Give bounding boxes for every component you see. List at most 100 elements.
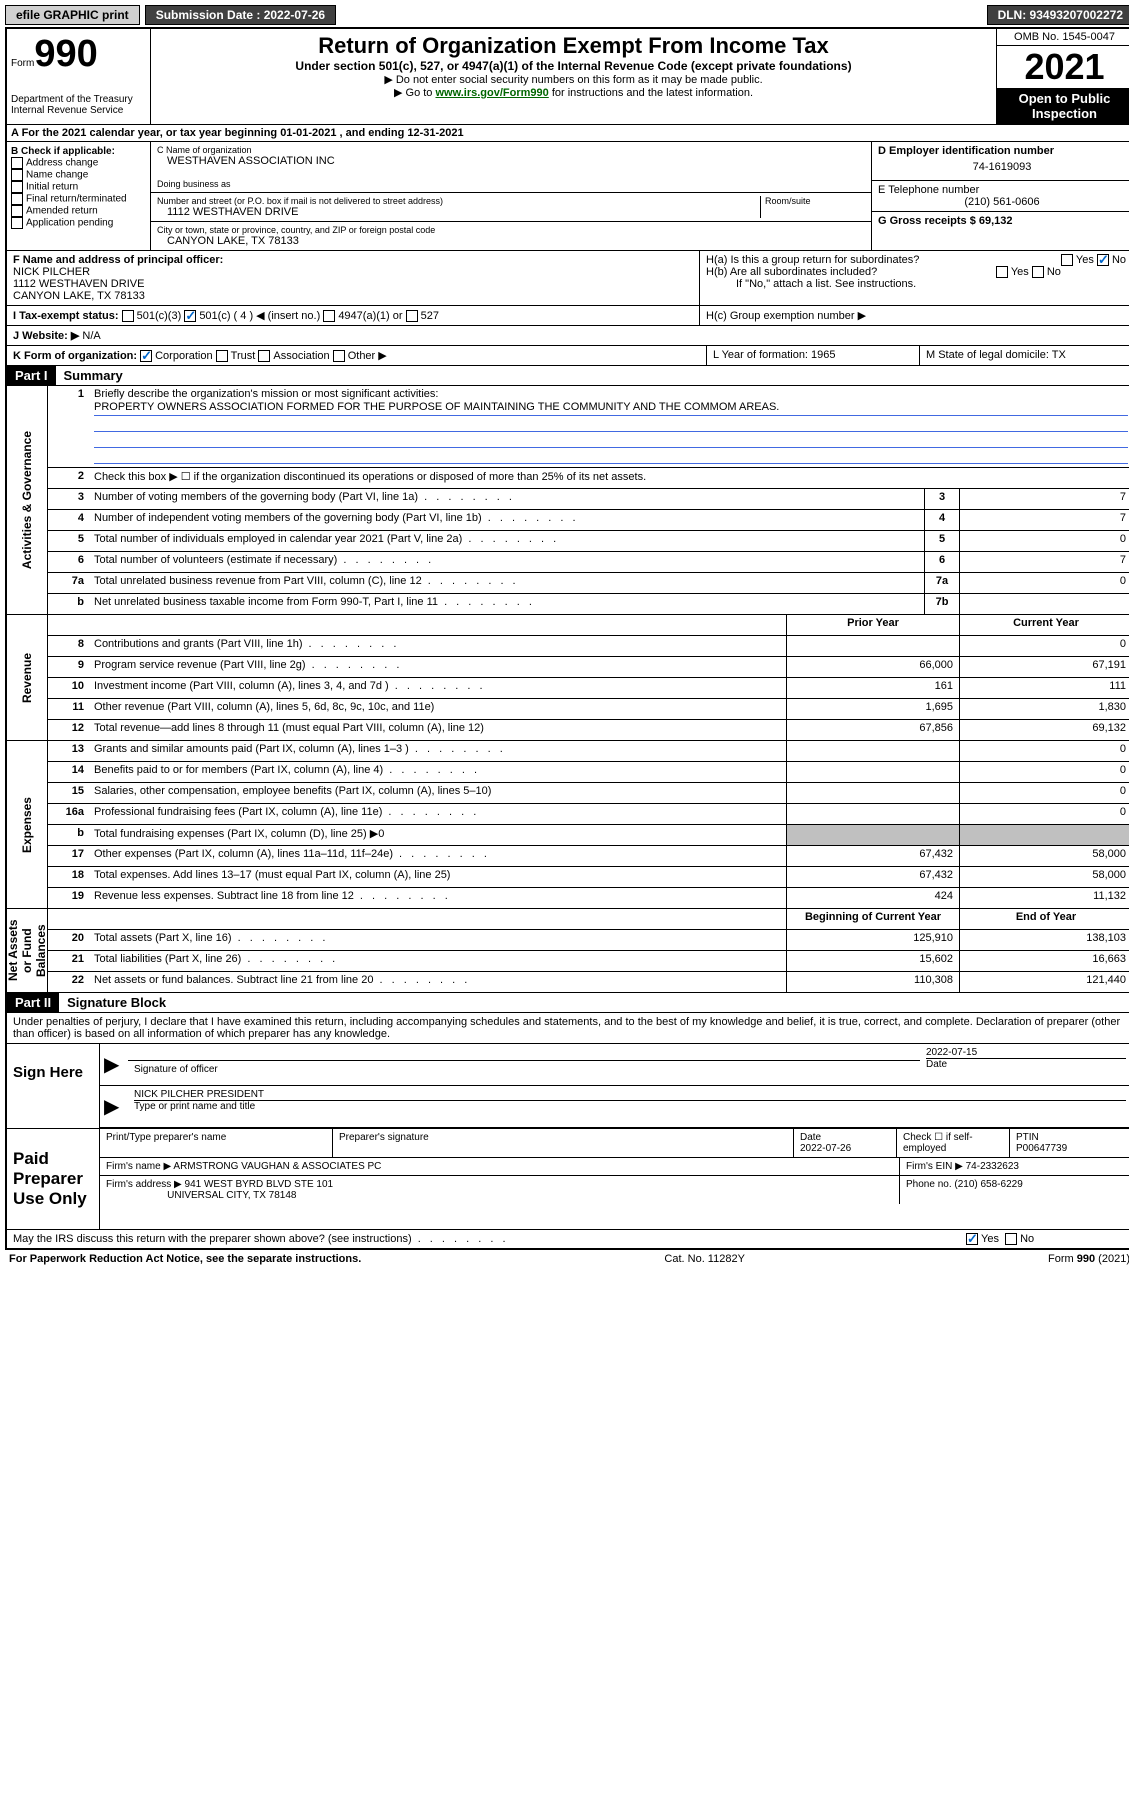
footer-right: Form 990 (2021) [1048, 1253, 1129, 1265]
note1: ▶ Do not enter social security numbers o… [155, 73, 992, 86]
v3: 7 [959, 489, 1129, 509]
header-row: Form990 Department of the Treasury Inter… [7, 29, 1129, 125]
row-ij: I Tax-exempt status: 501(c)(3) 501(c) ( … [7, 306, 1129, 326]
inspection: Open to PublicInspection [997, 88, 1129, 124]
v4: 7 [959, 510, 1129, 530]
row-a: A For the 2021 calendar year, or tax yea… [7, 125, 1129, 142]
ha-no[interactable] [1097, 254, 1109, 266]
cb-amended[interactable]: Amended return [11, 205, 146, 217]
cb-501c[interactable] [184, 310, 196, 322]
col-b: B Check if applicable: Address change Na… [7, 142, 151, 250]
firm-name: ARMSTRONG VAUGHAN & ASSOCIATES PC [173, 1161, 381, 1172]
row-l: L Year of formation: 1965 [707, 346, 920, 365]
note2: ▶ Go to www.irs.gov/Form990 for instruct… [155, 86, 992, 99]
row-k: K Form of organization: Corporation Trus… [7, 346, 707, 365]
section-bcd: B Check if applicable: Address change Na… [7, 142, 1129, 251]
cb-527[interactable] [406, 310, 418, 322]
ptin: P00647739 [1016, 1143, 1067, 1154]
sign-here-section: Sign Here ▶ Signature of officer 2022-07… [7, 1044, 1129, 1129]
city: CANYON LAKE, TX 78133 [157, 235, 865, 247]
irs-link[interactable]: www.irs.gov/Form990 [435, 87, 548, 99]
declaration: Under penalties of perjury, I declare th… [7, 1013, 1129, 1044]
cb-final[interactable]: Final return/terminated [11, 193, 146, 205]
firm-ein: 74-2332623 [966, 1161, 1019, 1172]
officer-print-name: NICK PILCHER PRESIDENT [134, 1089, 1126, 1100]
cb-corp[interactable] [140, 350, 152, 362]
b-title: B Check if applicable: [11, 146, 146, 157]
cb-trust[interactable] [216, 350, 228, 362]
row-j: J Website: ▶ N/A [7, 326, 1129, 346]
hb-no[interactable] [1032, 266, 1044, 278]
title: Return of Organization Exempt From Incom… [155, 33, 992, 59]
may-yes[interactable] [966, 1233, 978, 1245]
v6: 7 [959, 552, 1129, 572]
footer-mid: Cat. No. 11282Y [664, 1253, 745, 1265]
arrow-icon: ▶ [100, 1086, 128, 1127]
title-box: Return of Organization Exempt From Incom… [151, 29, 996, 124]
prep-date: 2022-07-26 [800, 1143, 851, 1154]
row-klm: K Form of organization: Corporation Trus… [7, 346, 1129, 366]
ha-yes[interactable] [1061, 254, 1073, 266]
part2-header: Part II Signature Block [7, 993, 1129, 1013]
side-rev: Revenue [18, 649, 36, 707]
hb: H(b) Are all subordinates included? Yes … [706, 266, 1126, 278]
col-h: H(a) Is this a group return for subordin… [700, 251, 1129, 305]
part1-header: Part I Summary [7, 366, 1129, 386]
expenses-section: Expenses 13Grants and similar amounts pa… [7, 741, 1129, 909]
year-box: OMB No. 1545-0047 2021 Open to PublicIns… [996, 29, 1129, 124]
col-f: F Name and address of principal officer:… [7, 251, 700, 305]
firm-addr2: UNIVERSAL CITY, TX 78148 [167, 1190, 296, 1201]
activities-section: Activities & Governance 1 Briefly descri… [7, 386, 1129, 615]
cb-initial[interactable]: Initial return [11, 181, 146, 193]
hc: H(c) Group exemption number ▶ [700, 306, 1129, 325]
col-d: D Employer identification number 74-1619… [871, 142, 1129, 250]
dln: DLN: 93493207002272 [987, 5, 1129, 25]
ha: H(a) Is this a group return for subordin… [706, 254, 1126, 266]
tel-cell: E Telephone number (210) 561-0606 [872, 181, 1129, 212]
cb-pending[interactable]: Application pending [11, 217, 146, 229]
may-irs-row: May the IRS discuss this return with the… [7, 1230, 1129, 1248]
v7a: 0 [959, 573, 1129, 593]
row-i: I Tax-exempt status: 501(c)(3) 501(c) ( … [7, 306, 700, 325]
arrow-icon: ▶ [100, 1044, 128, 1085]
v5: 0 [959, 531, 1129, 551]
addr-cell: Number and street (or P.O. box if mail i… [151, 193, 871, 222]
side-net: Net Assets or Fund Balances [4, 909, 50, 992]
irs: Internal Revenue Service [11, 105, 146, 116]
row-fh: F Name and address of principal officer:… [7, 251, 1129, 306]
org-name: WESTHAVEN ASSOCIATION INC [157, 155, 865, 167]
form-990: 990 [34, 33, 97, 75]
cb-name[interactable]: Name change [11, 169, 146, 181]
cb-other[interactable] [333, 350, 345, 362]
org-name-cell: C Name of organization WESTHAVEN ASSOCIA… [151, 142, 871, 193]
city-cell: City or town, state or province, country… [151, 222, 871, 250]
website: N/A [82, 330, 100, 342]
paid-preparer-section: Paid Preparer Use Only Print/Type prepar… [7, 1129, 1129, 1230]
cb-assoc[interactable] [258, 350, 270, 362]
mission: PROPERTY OWNERS ASSOCIATION FORMED FOR T… [94, 401, 1128, 416]
footer-left: For Paperwork Reduction Act Notice, see … [9, 1253, 361, 1265]
hb-yes[interactable] [996, 266, 1008, 278]
cb-address[interactable]: Address change [11, 157, 146, 169]
ein-cell: D Employer identification number 74-1619… [872, 142, 1129, 181]
omb: OMB No. 1545-0047 [997, 29, 1129, 46]
cb-4947[interactable] [323, 310, 335, 322]
form-container: Form990 Department of the Treasury Inter… [5, 27, 1129, 1250]
line1: Briefly describe the organization's miss… [90, 386, 1129, 467]
firm-addr1: 941 WEST BYRD BLVD STE 101 [185, 1179, 334, 1190]
sign-here: Sign Here [7, 1044, 99, 1128]
side-ag: Activities & Governance [18, 427, 36, 573]
officer-name: NICK PILCHER [13, 266, 693, 278]
gross-receipts: G Gross receipts $ 69,132 [872, 212, 1129, 230]
may-no[interactable] [1005, 1233, 1017, 1245]
footer: For Paperwork Reduction Act Notice, see … [5, 1250, 1129, 1268]
telephone: (210) 561-0606 [878, 196, 1126, 208]
efile-button[interactable]: efile GRAPHIC print [5, 5, 140, 25]
cb-501c3[interactable] [122, 310, 134, 322]
v7b [959, 594, 1129, 614]
form-word: Form [11, 58, 34, 69]
netassets-section: Net Assets or Fund Balances Beginning of… [7, 909, 1129, 993]
paid-preparer: Paid Preparer Use Only [7, 1129, 99, 1229]
top-bar: efile GRAPHIC print Submission Date : 20… [5, 5, 1129, 25]
firm-phone: Phone no. (210) 658-6229 [900, 1176, 1129, 1204]
